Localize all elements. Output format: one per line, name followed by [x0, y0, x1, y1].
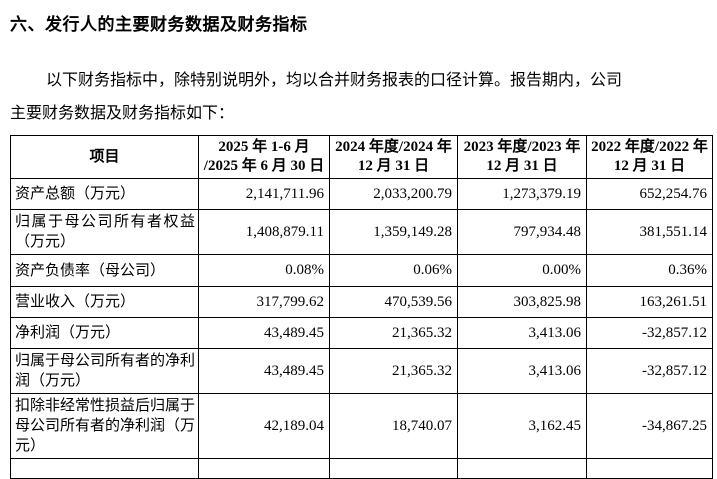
- table-row-partial: [10, 458, 713, 479]
- cell-value: 303,825.98: [457, 286, 587, 318]
- row-label: 营业收入（万元）: [10, 286, 199, 318]
- cell-value: 21,365.32: [329, 348, 458, 394]
- cell-empty: [198, 458, 330, 479]
- cell-value: 1,273,379.19: [457, 178, 587, 210]
- section-heading: 六、发行人的主要财务数据及财务指标: [10, 15, 308, 34]
- table-row-deducted-net-profit: 扣除非经常性损益后归属于母公司所有者的净利润（万元） 42,189.04 18,…: [10, 393, 713, 459]
- cell-value: 43,489.45: [198, 317, 330, 349]
- cell-value: 42,189.04: [198, 393, 330, 459]
- cell-value: -32,857.12: [586, 348, 713, 394]
- table-row-parent-net-profit: 归属于母公司所有者的净利润（万元） 43,489.45 21,365.32 3,…: [10, 348, 713, 394]
- period-line: 12 月 31 日: [613, 158, 686, 174]
- cell-value: 0.06%: [329, 254, 458, 287]
- row-label: 资产负债率（母公司）: [10, 254, 199, 287]
- cell-value: 3,413.06: [457, 317, 587, 349]
- intro-paragraph: 以下财务指标中，除特别说明外，均以合并财务报表的口径计算。报告期内，公司 主要财…: [10, 64, 709, 130]
- period-line: 2023 年度/2023 年: [463, 139, 581, 155]
- row-label: 净利润（万元）: [10, 317, 199, 349]
- row-label-empty: [10, 458, 199, 479]
- table-row-total-assets: 资产总额（万元） 2,141,711.96 2,033,200.79 1,273…: [10, 178, 713, 210]
- period-line: 2022 年度/2022 年: [591, 139, 708, 155]
- cell-value: -34,867.25: [586, 393, 713, 459]
- cell-value: 0.08%: [198, 254, 330, 287]
- financial-indicators-table: 项目 2025 年 1-6 月 /2025 年 6 月 30 日 2024 年度…: [10, 135, 713, 479]
- cell-value: 3,162.45: [457, 393, 587, 459]
- cell-empty: [329, 458, 458, 479]
- cell-value: 470,539.56: [329, 286, 458, 318]
- col-header-period-2023: 2023 年度/2023 年 12 月 31 日: [457, 135, 587, 179]
- period-line: 2025 年 1-6 月: [218, 139, 310, 155]
- table-row-parent-equity: 归属于母公司所有者权益（万元） 1,408,879.11 1,359,149.2…: [10, 209, 713, 255]
- period-line: 12 月 31 日: [486, 158, 558, 174]
- row-label: 资产总额（万元）: [10, 178, 199, 210]
- cell-value: 18,740.07: [329, 393, 458, 459]
- period-line: 12 月 31 日: [357, 158, 430, 174]
- col-header-item: 项目: [10, 135, 199, 179]
- cell-value: 0.36%: [586, 254, 713, 287]
- cell-value: 2,033,200.79: [329, 178, 458, 210]
- cell-value: 652,254.76: [586, 178, 713, 210]
- table-row-net-profit: 净利润（万元） 43,489.45 21,365.32 3,413.06 -32…: [10, 317, 713, 349]
- row-label: 归属于母公司所有者权益（万元）: [10, 209, 199, 255]
- row-label: 归属于母公司所有者的净利润（万元）: [10, 348, 199, 394]
- cell-value: 3,413.06: [457, 348, 587, 394]
- table-row-debt-ratio: 资产负债率（母公司） 0.08% 0.06% 0.00% 0.36%: [10, 254, 713, 287]
- cell-value: 381,551.14: [586, 209, 713, 255]
- cell-value: 317,799.62: [198, 286, 330, 318]
- cell-value: 21,365.32: [329, 317, 458, 349]
- table-row-revenue: 营业收入（万元） 317,799.62 470,539.56 303,825.9…: [10, 286, 713, 318]
- cell-empty: [457, 458, 587, 479]
- cell-value: 1,408,879.11: [198, 209, 330, 255]
- col-header-period-2024: 2024 年度/2024 年 12 月 31 日: [329, 135, 458, 179]
- intro-line-1: 以下财务指标中，除特别说明外，均以合并财务报表的口径计算。报告期内，公司: [46, 72, 623, 89]
- cell-value: 0.00%: [457, 254, 587, 287]
- col-header-period-2022: 2022 年度/2022 年 12 月 31 日: [586, 135, 713, 179]
- row-label: 扣除非经常性损益后归属于母公司所有者的净利润（万元）: [10, 393, 199, 459]
- cell-value: 163,261.51: [586, 286, 713, 318]
- cell-value: -32,857.12: [586, 317, 713, 349]
- cell-value: 2,141,711.96: [198, 178, 330, 210]
- intro-line-2: 主要财务数据及财务指标如下：: [10, 105, 235, 122]
- col-header-period-2025: 2025 年 1-6 月 /2025 年 6 月 30 日: [198, 135, 330, 179]
- cell-empty: [586, 458, 713, 479]
- period-line: 2024 年度/2024 年: [335, 139, 452, 155]
- cell-value: 1,359,149.28: [329, 209, 458, 255]
- period-line: /2025 年 6 月 30 日: [203, 158, 325, 174]
- cell-value: 43,489.45: [198, 348, 330, 394]
- cell-value: 797,934.48: [457, 209, 587, 255]
- table-header-row: 项目 2025 年 1-6 月 /2025 年 6 月 30 日 2024 年度…: [10, 135, 713, 179]
